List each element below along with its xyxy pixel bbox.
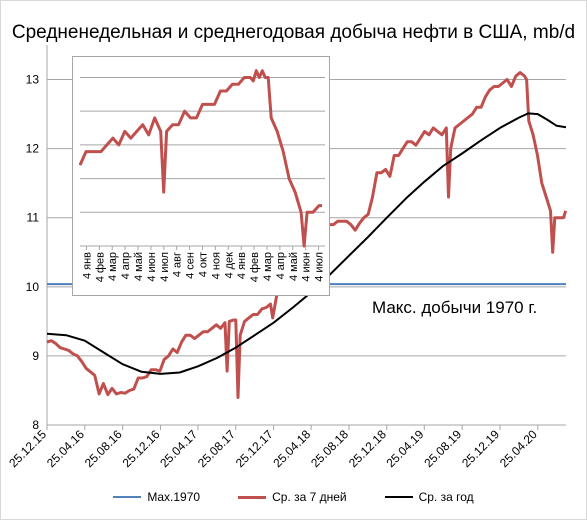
main-x-tick-label: 25.04.16 — [44, 427, 87, 470]
main-x-tick-label: 25.08.16 — [82, 427, 125, 470]
inset-x-tick-label: 4 дек — [223, 252, 235, 279]
inset-x-tick-label: 4 май — [133, 252, 145, 281]
main-y-tick-label: 11 — [27, 211, 40, 225]
inset-x-tick-label: 4 авг — [172, 252, 184, 277]
max-1970-annotation: Макс. добычи 1970 г. — [372, 298, 538, 317]
inset-x-tick-label: 4 июл — [314, 252, 326, 282]
inset-x-tick-label: 4 окт — [198, 252, 210, 277]
legend-swatch-yearly — [384, 496, 413, 498]
legend: Max.1970 Ср. за 7 дней Ср. за год — [0, 490, 587, 504]
inset-x-tick-label: 4 сен — [185, 252, 197, 279]
inset-x-tick-label: 4 янв — [236, 252, 248, 279]
legend-item-yearly: Ср. за год — [384, 490, 474, 504]
legend-label-yearly: Ср. за год — [418, 490, 474, 504]
inset-grid — [80, 76, 325, 247]
main-y-tick-label: 9 — [32, 349, 39, 363]
inset-x-tick-label: 4 фев — [249, 252, 261, 282]
main-x-tick-label: 25.12.15 — [6, 427, 49, 470]
main-y-tick-label: 8 — [32, 418, 39, 432]
inset-x-tick-label: 4 май — [288, 252, 300, 281]
inset-x-tick-label: 4 апр — [120, 252, 132, 279]
inset-x-tick-label: 4 июн — [301, 252, 313, 282]
main-x-tick-label: 25.12.16 — [120, 427, 163, 470]
inset-x-tick-label: 4 фев — [94, 252, 106, 282]
chart-title: Средненедельная и среднегодовая добыча н… — [11, 22, 576, 43]
inset-series — [78, 69, 322, 248]
main-x-tick-label: 25.08.18 — [308, 427, 351, 470]
main-x-tick-label: 25.04.19 — [384, 427, 427, 470]
main-x-tick-label: 25.04.17 — [157, 427, 200, 470]
inset-x-tick-label: 4 мар — [107, 252, 119, 281]
main-x-tick-label: 25.08.17 — [195, 427, 238, 470]
inset-x-tick-label: 4 июн — [146, 252, 158, 282]
main-x-tick-label: 25.04.18 — [270, 427, 313, 470]
legend-label-weekly: Ср. за 7 дней — [272, 490, 347, 504]
inset-series-weekly — [78, 69, 322, 248]
legend-label-max1970: Max.1970 — [147, 490, 201, 504]
main-y-tick-label: 13 — [26, 73, 40, 87]
inset-x-tick-label: 4 янв — [81, 252, 93, 279]
legend-swatch-weekly — [238, 495, 267, 499]
main-x-tick-label: 25.12.17 — [233, 427, 276, 470]
main-x-tick-label: 25.12.18 — [346, 427, 389, 470]
main-y-tick-label: 10 — [26, 280, 40, 294]
legend-item-max1970: Max.1970 — [113, 490, 200, 504]
inset-x-axis: 4 янв 4 фев 4 мар 4 апр 4 май 4 июн 4 июл 4 авг… — [81, 246, 326, 282]
inset-background — [72, 56, 330, 296]
main-x-tick-label: 25.04.20 — [497, 427, 540, 470]
inset-x-tick-label: 4 мар — [262, 252, 274, 281]
main-y-axis: 8 9 10 11 12 13 — [26, 73, 40, 432]
main-x-tick-label: 25.08.19 — [421, 427, 464, 470]
main-y-tick-label: 12 — [26, 142, 40, 156]
series-yearly — [46, 112, 567, 375]
legend-swatch-max1970 — [113, 496, 142, 498]
legend-item-weekly: Ср. за 7 дней — [238, 490, 347, 504]
inset-x-tick-label: 4 апр — [275, 252, 287, 279]
inset-x-tick-label: 4 июл — [159, 252, 171, 282]
inset-x-tick-label: 4 ноя — [210, 252, 222, 279]
main-x-axis: 25.12.1525.04.1625.08.1625.12.1625.04.17… — [6, 425, 540, 470]
main-x-tick-label: 25.12.19 — [459, 427, 502, 470]
